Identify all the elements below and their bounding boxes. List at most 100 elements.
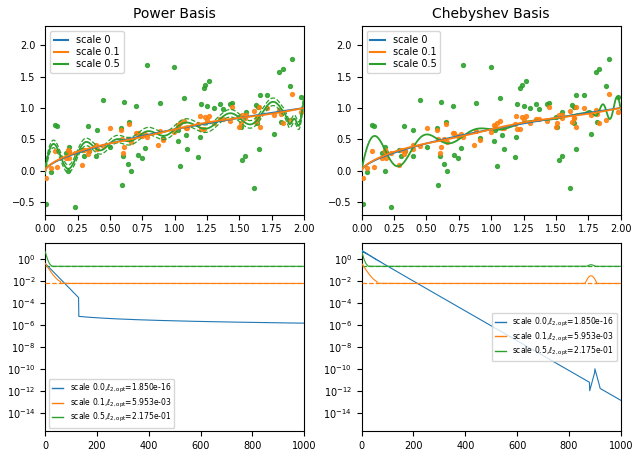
Point [180,124,191,131]
Point [195,133,205,141]
Point [240,152,250,159]
Point [401,147,411,154]
Point [571,104,581,111]
Point [570,114,580,121]
Point [408,142,418,149]
Point [433,181,444,189]
Point [218,105,228,113]
Point [458,133,468,141]
Point [92,153,102,160]
Point [252,120,262,127]
Point [180,131,191,138]
Point [254,145,264,153]
Point [275,118,285,125]
Point [509,153,520,161]
Point [154,127,164,135]
Point [531,115,541,122]
Point [512,125,522,133]
Point [175,119,186,126]
Point [495,94,506,102]
Point [358,200,368,207]
Point [234,123,244,131]
Point [435,153,445,160]
Point [63,144,74,151]
Legend: scale 0, scale 0.1, scale 0.5: scale 0, scale 0.1, scale 0.5 [367,31,440,73]
Point [123,135,133,142]
Point [422,143,432,151]
Point [557,108,567,115]
Title: Chebyshev Basis: Chebyshev Basis [433,7,550,21]
Point [119,143,129,151]
Point [196,100,206,107]
Point [499,124,509,131]
Point [541,100,552,108]
Point [377,149,387,157]
Point [61,149,71,157]
Point [83,151,93,158]
Point [241,108,251,115]
Point [70,149,80,157]
Point [556,114,566,121]
Point [380,168,390,175]
Point [254,104,264,111]
Point [601,117,611,124]
Point [193,153,203,161]
Point [202,102,212,109]
Point [604,91,614,98]
Point [380,147,390,154]
Point [447,129,458,136]
Point [237,111,247,118]
Point [541,117,552,125]
Point [179,118,189,125]
Point [218,115,228,122]
Point [140,144,150,152]
Point [173,127,183,134]
Point [604,55,614,63]
Point [556,152,566,159]
Point [489,137,499,145]
Point [475,134,485,142]
Point [422,124,432,131]
Point [401,147,411,154]
Point [182,124,192,131]
Point [63,147,74,154]
Point [439,135,449,142]
Point [200,113,211,120]
Point [442,167,452,174]
Point [492,162,502,169]
Point [586,130,596,137]
Point [432,126,442,133]
Point [415,142,425,150]
Point [497,124,508,131]
Point [92,126,102,133]
Point [519,102,529,109]
Point [394,161,404,169]
Point [432,124,442,131]
Point [492,119,502,126]
Point [367,121,377,129]
Point [84,147,94,154]
Point [196,125,206,133]
Point [296,93,306,101]
Point [140,130,150,137]
Point [458,61,468,69]
Point [521,113,531,120]
Point [241,111,251,119]
Point [515,85,525,92]
Point [204,77,214,85]
Point [274,69,284,76]
Point [408,145,419,153]
Point [569,120,579,127]
Point [278,119,288,126]
Point [521,77,531,85]
Point [116,181,127,189]
Point [137,154,147,162]
Point [200,82,211,89]
Point [141,61,152,69]
Point [45,168,56,175]
Point [531,100,541,108]
Point [515,125,525,133]
Point [595,119,605,126]
Point [469,142,479,149]
Point [124,118,134,125]
